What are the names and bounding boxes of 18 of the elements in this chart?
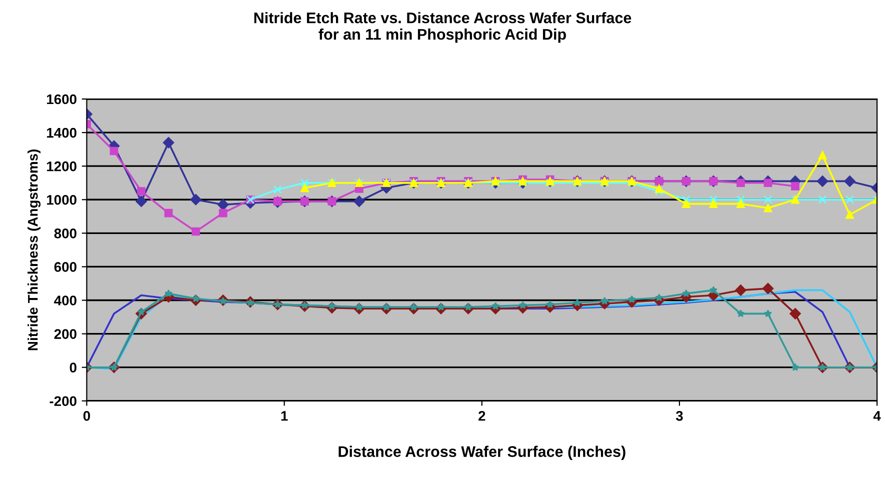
y-tick-label: 1600 bbox=[46, 94, 76, 104]
x-tick-label: 2 bbox=[478, 410, 486, 421]
x-tick-label: 1 bbox=[281, 411, 288, 421]
y-tick-label: 800 bbox=[54, 228, 76, 238]
x-tick-label: 3 bbox=[676, 410, 683, 421]
y-tick-label: 600 bbox=[54, 262, 76, 272]
x-tick-label: 0 bbox=[83, 410, 90, 421]
x-tick-label: 4 bbox=[873, 411, 881, 421]
y-tick-label: 1000 bbox=[46, 194, 76, 205]
y-tick-label: 1400 bbox=[46, 128, 76, 138]
y-tick-label: 200 bbox=[54, 329, 76, 339]
x-axis-title: Distance Across Wafer Surface (Inches) bbox=[338, 446, 626, 460]
y-tick-label: 0 bbox=[70, 362, 76, 373]
y-tick-label: 400 bbox=[54, 296, 76, 306]
y-tick-label: 1200 bbox=[46, 161, 76, 172]
y-tick-label: -200 bbox=[50, 396, 76, 406]
chart-title: Nitride Etch Rate vs. Distance Across Wafer Surface for an 11 min Phosphoric Acid Dip bbox=[254, 12, 632, 43]
y-axis-title: Nitride Thickness (Angstroms) bbox=[28, 150, 41, 350]
